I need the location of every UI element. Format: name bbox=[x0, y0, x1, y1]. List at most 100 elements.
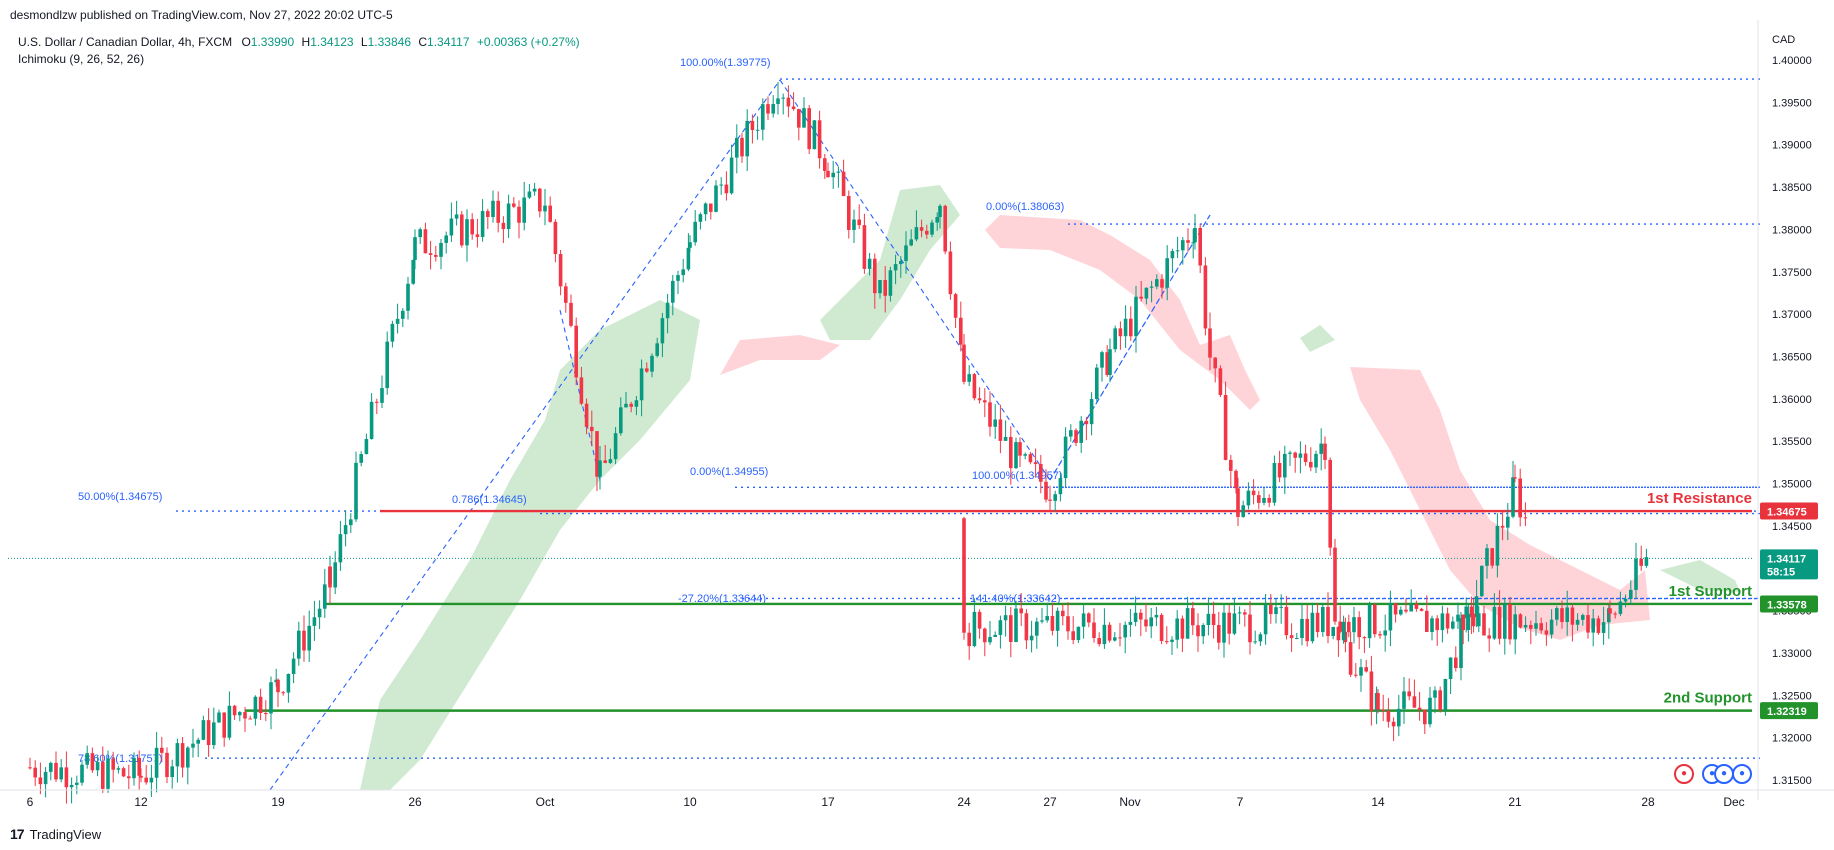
horizontal-levels[interactable]: 1st Resistance 1st Support 2nd Support bbox=[245, 490, 1752, 712]
candle-body bbox=[841, 171, 846, 196]
candle-body bbox=[538, 188, 542, 212]
candle-body bbox=[1081, 613, 1086, 627]
candle-body bbox=[1295, 637, 1299, 639]
candle-body bbox=[959, 317, 963, 345]
candle-body bbox=[1607, 608, 1611, 623]
candle-body bbox=[291, 658, 296, 674]
candle-body bbox=[144, 777, 148, 783]
candle-345 bbox=[1206, 597, 1211, 636]
candle-377 bbox=[1373, 603, 1377, 638]
candle-190 bbox=[988, 391, 992, 437]
candle-19 bbox=[127, 764, 131, 790]
cloud-green-2 bbox=[1300, 325, 1335, 352]
candle-393 bbox=[1456, 602, 1460, 629]
candle-409 bbox=[1539, 617, 1543, 634]
candle-414 bbox=[1565, 590, 1569, 636]
fib-trend-4[interactable] bbox=[559, 309, 601, 481]
candle-280 bbox=[1438, 686, 1442, 713]
candle-body bbox=[1144, 287, 1149, 299]
candle-17 bbox=[116, 765, 121, 774]
open-label: O bbox=[241, 35, 251, 49]
fib-trend-0[interactable] bbox=[269, 79, 781, 791]
us-event-icon-3[interactable]: ● bbox=[1732, 764, 1752, 784]
candle-229 bbox=[1186, 228, 1190, 252]
resistance-price-badge: 1.34675 bbox=[1760, 502, 1818, 520]
candle-77 bbox=[413, 229, 417, 270]
candle-150 bbox=[786, 85, 791, 118]
candle-body bbox=[655, 343, 659, 356]
price-tick-4: 1.38000 bbox=[1772, 224, 1812, 236]
candle-body bbox=[1482, 613, 1486, 636]
candle-body bbox=[1035, 621, 1039, 636]
candle-body bbox=[1095, 367, 1099, 400]
candle-337 bbox=[1165, 626, 1169, 645]
candle-78 bbox=[418, 227, 422, 245]
candle-body bbox=[1274, 607, 1278, 615]
candle-356 bbox=[1263, 594, 1268, 645]
candle-297 bbox=[1523, 502, 1528, 527]
candle-90 bbox=[480, 199, 485, 242]
candle-38 bbox=[222, 712, 226, 747]
candle-body bbox=[1347, 621, 1351, 633]
candle-body bbox=[1139, 612, 1143, 620]
candle-body bbox=[522, 197, 526, 223]
candle-body bbox=[449, 218, 454, 236]
candle-372 bbox=[1347, 614, 1351, 638]
candle-body bbox=[1500, 525, 1505, 528]
candle-body bbox=[496, 200, 500, 223]
candle-193 bbox=[1003, 420, 1008, 441]
candle-65 bbox=[354, 451, 358, 522]
candle-305 bbox=[998, 615, 1003, 649]
candle-body bbox=[1523, 517, 1528, 519]
candle-56 bbox=[312, 600, 317, 641]
candle-20 bbox=[132, 752, 136, 786]
candle-184 bbox=[959, 301, 963, 352]
canada-event-icon[interactable]: ● bbox=[1674, 764, 1694, 784]
candle-body bbox=[1074, 430, 1078, 443]
candle-body bbox=[1284, 606, 1289, 636]
candle-body bbox=[333, 562, 337, 588]
candle-body bbox=[217, 712, 221, 723]
candle-body bbox=[418, 229, 422, 238]
candle-body bbox=[925, 230, 929, 235]
candle-body bbox=[191, 743, 195, 748]
time-tick-11: 14 bbox=[1371, 795, 1385, 809]
candle-body bbox=[1170, 251, 1175, 259]
ohlc-row[interactable]: U.S. Dollar / Canadian Dollar, 4h, FXCM … bbox=[18, 34, 580, 51]
fib-trend-3[interactable] bbox=[1049, 214, 1211, 481]
candle-144 bbox=[755, 116, 760, 140]
candle-192 bbox=[998, 404, 1003, 454]
time-axis[interactable]: 6 12 19 26 Oct 10 17 24 27 Nov 7 14 21 28 Dec bbox=[0, 789, 1834, 809]
low-label: L bbox=[360, 35, 368, 49]
symbol-name[interactable]: U.S. Dollar / Canadian Dollar, 4h, FXCM bbox=[18, 35, 233, 49]
candle-body bbox=[1206, 613, 1211, 625]
candle-417 bbox=[1581, 613, 1585, 626]
candle-body bbox=[1232, 613, 1237, 634]
candle-body bbox=[1430, 618, 1434, 633]
price-axis[interactable]: 1.40000 1.39500 1.39000 1.38500 1.38000 1.375… bbox=[1757, 20, 1812, 800]
candle-body bbox=[1423, 709, 1427, 725]
candle-body bbox=[847, 195, 851, 230]
candle-body bbox=[1596, 618, 1601, 633]
candle-401 bbox=[1497, 590, 1502, 645]
candle-body bbox=[248, 718, 252, 720]
candle-body bbox=[64, 767, 69, 788]
candle-218 bbox=[1129, 306, 1133, 341]
footer-branding[interactable]: 17 TradingView bbox=[10, 826, 101, 842]
us-event-icon-2[interactable]: ● bbox=[1714, 764, 1734, 784]
candle-body bbox=[750, 120, 755, 131]
candle-body bbox=[1529, 624, 1533, 629]
candle-body bbox=[1055, 610, 1060, 631]
candle-110 bbox=[584, 398, 589, 435]
candle-body bbox=[688, 242, 692, 248]
candle-154 bbox=[807, 105, 811, 155]
indicator-label[interactable]: Ichimoku (9, 26, 52, 26) bbox=[18, 52, 145, 66]
candle-272 bbox=[1397, 694, 1401, 737]
candle-421 bbox=[1601, 606, 1606, 645]
candle-271 bbox=[1391, 717, 1396, 741]
candle-62 bbox=[338, 520, 343, 571]
candle-366 bbox=[1315, 603, 1320, 638]
candle-28 bbox=[170, 759, 174, 789]
price-tick-5: 1.37500 bbox=[1772, 267, 1812, 279]
